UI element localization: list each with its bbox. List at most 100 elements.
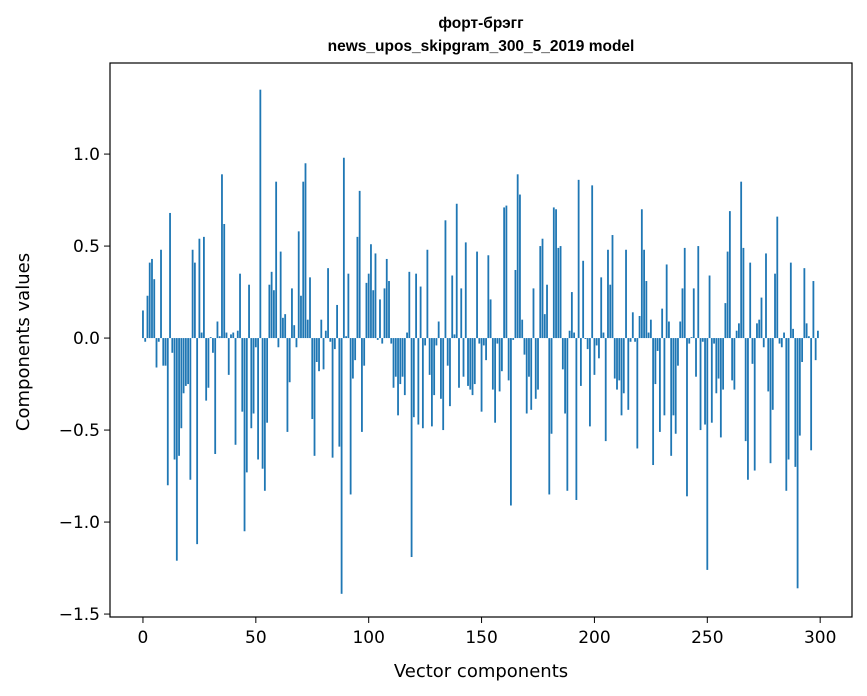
bar-141	[460, 288, 463, 339]
bar-180	[548, 338, 551, 495]
bar-15	[175, 338, 178, 561]
bar-257	[722, 338, 725, 390]
bar-271	[753, 338, 756, 471]
bar-203	[600, 277, 603, 339]
bar-197	[586, 338, 589, 350]
bar-291	[798, 338, 801, 436]
bar-260	[728, 211, 731, 339]
bar-135	[446, 338, 449, 366]
bar-60	[277, 338, 280, 348]
bar-232	[665, 264, 668, 339]
bar-118	[408, 271, 411, 339]
bar-290	[796, 338, 799, 589]
bar-196	[584, 338, 587, 339]
bar-212	[620, 338, 623, 416]
bar-231	[663, 338, 666, 416]
bar-261	[731, 338, 734, 381]
bar-5	[153, 279, 156, 339]
bar-254	[715, 338, 718, 394]
bar-285	[785, 338, 788, 491]
bar-250	[706, 338, 709, 570]
bar-156	[494, 338, 497, 423]
bar-12	[169, 212, 171, 339]
bar-251	[708, 275, 711, 339]
bar-8	[160, 249, 162, 339]
bar-179	[546, 284, 548, 339]
bars-group	[142, 89, 819, 594]
x-axis-label: Vector components	[394, 661, 568, 682]
bar-0	[142, 310, 144, 339]
bar-79	[320, 319, 323, 339]
bar-276	[765, 253, 767, 339]
bar-223	[645, 281, 648, 339]
bar-115	[401, 338, 404, 377]
bar-48	[250, 338, 253, 429]
bar-7	[157, 338, 160, 342]
bar-154	[489, 299, 492, 339]
bar-89	[342, 157, 345, 339]
bar-184	[557, 247, 560, 339]
bar-91	[347, 273, 350, 339]
bar-125	[424, 338, 427, 346]
bar-252	[710, 338, 713, 423]
bar-194	[579, 338, 582, 386]
bar-256	[719, 338, 722, 438]
bar-222	[643, 249, 645, 339]
bar-234	[670, 338, 673, 456]
bar-43	[239, 273, 241, 339]
bar-214	[625, 249, 627, 339]
bar-27	[203, 236, 205, 339]
bar-235	[672, 338, 675, 416]
bar-81	[324, 330, 327, 339]
bar-90	[345, 336, 348, 339]
bar-39	[230, 334, 232, 339]
bar-279	[771, 338, 774, 410]
bar-111	[392, 338, 395, 388]
bar-49	[252, 338, 255, 414]
bar-64	[286, 338, 289, 432]
bar-133	[442, 338, 445, 431]
bar-281	[776, 216, 779, 339]
bar-296	[810, 338, 813, 451]
bar-280	[774, 273, 776, 339]
bar-127	[428, 338, 431, 375]
y-tick-label: −1.0	[59, 513, 100, 533]
bar-174	[534, 338, 537, 399]
bar-277	[767, 338, 770, 392]
bar-88	[340, 338, 343, 594]
bar-294	[805, 323, 808, 339]
bar-205	[604, 338, 607, 442]
bar-97	[361, 338, 363, 432]
bar-172	[530, 338, 533, 410]
bar-229	[658, 338, 661, 432]
bar-213	[622, 338, 625, 394]
bar-201	[595, 338, 598, 346]
bar-158	[498, 338, 501, 392]
bar-117	[406, 332, 408, 339]
bar-168	[521, 319, 524, 339]
bar-119	[410, 338, 413, 558]
bar-137	[451, 275, 454, 339]
bar-253	[713, 338, 715, 344]
bar-46	[245, 338, 248, 473]
bar-123	[419, 286, 422, 339]
bar-31	[212, 338, 214, 353]
bar-161	[505, 205, 508, 339]
bar-270	[751, 338, 754, 364]
bar-69	[297, 231, 300, 339]
bar-129	[433, 338, 436, 396]
bar-99	[365, 282, 368, 339]
bar-227	[654, 338, 657, 385]
bar-146	[471, 338, 474, 396]
bar-75	[311, 338, 314, 420]
bar-255	[717, 338, 720, 379]
bar-53	[261, 338, 264, 469]
bar-218	[634, 338, 636, 342]
y-tick-label: 0.5	[73, 237, 100, 257]
bar-268	[747, 338, 749, 480]
bar-208	[611, 235, 614, 339]
bar-190	[570, 292, 573, 339]
bar-198	[589, 338, 591, 427]
bar-159	[500, 338, 503, 372]
